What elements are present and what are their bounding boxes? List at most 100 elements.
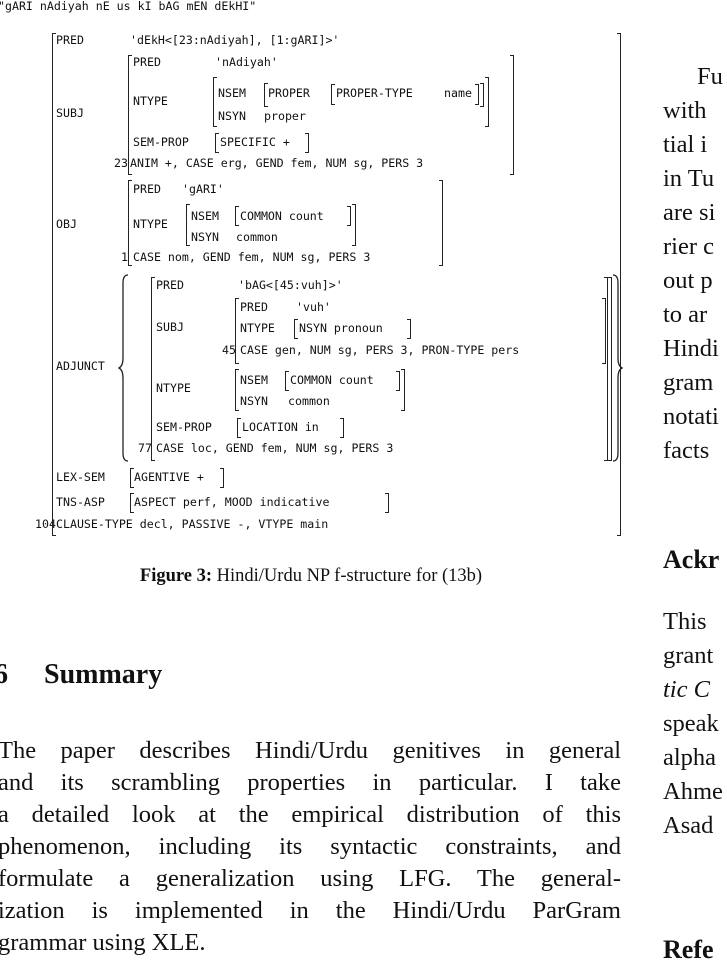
subj-attr-pred: PRED bbox=[133, 55, 161, 69]
adjunct-attr-nsyn: NSYN bbox=[240, 394, 268, 408]
aspect-bracket-right bbox=[385, 493, 389, 513]
adjunct-subj-attr-ntype: NTYPE bbox=[240, 321, 275, 335]
adjunct-subj-nsyn-bracket-left bbox=[294, 319, 298, 339]
subj-bracket-right bbox=[510, 55, 514, 175]
obj-value-nsyn: common bbox=[236, 230, 278, 244]
adjunct-value-common: COMMON count bbox=[290, 373, 374, 387]
obj-attr-ntype: NTYPE bbox=[133, 217, 168, 231]
paragraph-line: phenomenon, including its syntactic cons… bbox=[0, 833, 621, 860]
subj-value-pred: 'nAdiyah' bbox=[215, 55, 278, 69]
adjunct-value-nsyn: common bbox=[288, 394, 330, 408]
proper-type-bracket-left bbox=[331, 84, 335, 105]
outer-bracket-left bbox=[52, 33, 56, 536]
obj-bracket-left bbox=[128, 180, 132, 266]
location-bracket-right bbox=[340, 418, 344, 438]
obj-value-common: COMMON count bbox=[240, 209, 324, 223]
acknowledgments-heading: Ackr bbox=[663, 545, 720, 574]
fs-attr-adjunct: ADJUNCT bbox=[56, 359, 105, 373]
obj-attr-pred: PRED bbox=[133, 182, 161, 196]
right-line: notati bbox=[663, 403, 719, 430]
adjunct-bracket-right-outer bbox=[608, 277, 612, 461]
obj-attr-nsyn: NSYN bbox=[191, 230, 219, 244]
adjunct-value-pred: 'bAG<[45:vuh]>' bbox=[238, 278, 343, 292]
obj-common-bracket-left bbox=[235, 206, 239, 226]
adjunct-subj-index: 45 bbox=[222, 343, 236, 357]
semprop-bracket-right bbox=[305, 133, 309, 153]
subj-value-nsyn: proper bbox=[264, 109, 306, 123]
adjunct-set-brace-right bbox=[612, 274, 623, 462]
subj-attr-nsyn: NSYN bbox=[218, 109, 246, 123]
subj-attr-semprop: SEM-PROP bbox=[133, 135, 189, 149]
right-line: with bbox=[663, 97, 707, 124]
semprop-bracket-left bbox=[215, 133, 219, 153]
right-line: gram bbox=[663, 369, 714, 396]
obj-value-pred: 'gARI' bbox=[182, 182, 224, 196]
subj-ntype-bracket-right bbox=[485, 77, 489, 127]
subj-index: 23 bbox=[114, 156, 128, 170]
fs-value-pred: 'dEkH<[23:nAdiyah], [1:gARI]>' bbox=[130, 33, 340, 47]
adjunct-subj-attr-pred: PRED bbox=[240, 300, 268, 314]
subj-features: ANIM +, CASE erg, GEND fem, NUM sg, PERS… bbox=[130, 156, 424, 170]
adjunct-attr-ntype: NTYPE bbox=[156, 381, 191, 395]
fs-value-agentive: AGENTIVE + bbox=[134, 470, 204, 484]
right-line: in Tu bbox=[663, 165, 715, 192]
adjunct-subj-bracket-left bbox=[235, 298, 239, 364]
adjunct-subj-features: CASE gen, NUM sg, PERS 3, PRON-TYPE pers bbox=[240, 343, 520, 357]
adjunct-subj-bracket-right bbox=[602, 298, 606, 364]
adjunct-common-bracket-right bbox=[396, 371, 400, 391]
adjunct-set-brace-left bbox=[118, 274, 129, 462]
adjunct-attr-semprop: SEM-PROP bbox=[156, 420, 212, 434]
adjunct-features: CASE loc, GEND fem, NUM sg, PERS 3 bbox=[156, 441, 394, 455]
fs-attr-subj: SUBJ bbox=[56, 106, 84, 120]
section-number: 6 bbox=[0, 659, 8, 690]
obj-index: 1 bbox=[121, 250, 128, 264]
proper-bracket-right bbox=[480, 83, 484, 107]
fs-value-aspect: ASPECT perf, MOOD indicative bbox=[134, 495, 330, 509]
adjunct-common-bracket-left bbox=[285, 371, 289, 391]
fs-value-clause-type: CLAUSE-TYPE decl, PASSIVE -, VTYPE main bbox=[56, 517, 329, 531]
obj-attr-nsem: NSEM bbox=[191, 209, 219, 223]
fs-attr-obj: OBJ bbox=[56, 217, 77, 231]
subj-attr-ntype: NTYPE bbox=[133, 94, 168, 108]
obj-bracket-right bbox=[439, 180, 443, 266]
adjunct-bracket-right bbox=[604, 277, 608, 461]
right-line: to ar bbox=[663, 301, 708, 328]
paragraph-line: ization is implemented in the Hindi/Urdu… bbox=[0, 897, 621, 924]
right-line: alpha bbox=[663, 744, 717, 771]
section-title: Summary bbox=[44, 659, 163, 690]
right-line: rier c bbox=[663, 233, 714, 260]
subj-ntype-bracket-left bbox=[213, 77, 217, 127]
subj-value-specific: SPECIFIC + bbox=[220, 135, 290, 149]
fs-index: 104 bbox=[35, 517, 56, 531]
obj-features: CASE nom, GEND fem, NUM sg, PERS 3 bbox=[133, 250, 371, 264]
adjunct-index: 77 bbox=[138, 441, 152, 455]
subj-bracket-left bbox=[128, 55, 132, 175]
right-line: grant bbox=[663, 642, 714, 669]
adjunct-subj-nsyn-bracket-right bbox=[407, 319, 411, 339]
fs-attr-tnsasp: TNS-ASP bbox=[56, 495, 105, 509]
proper-bracket-left bbox=[264, 83, 268, 107]
outer-bracket-right bbox=[617, 33, 621, 536]
right-line: speak bbox=[663, 710, 719, 737]
agentive-bracket-right bbox=[220, 468, 224, 488]
adjunct-attr-nsem: NSEM bbox=[240, 373, 268, 387]
paragraph-line: and its scrambling properties in particu… bbox=[0, 769, 621, 796]
adjunct-bracket-left bbox=[151, 277, 155, 461]
references-heading: Refe bbox=[663, 935, 714, 964]
adjunct-subj-value-nsyn: NSYN pronoun bbox=[299, 321, 383, 335]
subj-attr-proper: PROPER bbox=[268, 86, 310, 100]
right-line: Ahme bbox=[663, 778, 723, 805]
right-line: Hindi bbox=[663, 335, 719, 362]
obj-ntype-bracket-left bbox=[186, 204, 190, 246]
subj-attr-nsem: NSEM bbox=[218, 86, 246, 100]
right-line: are si bbox=[663, 199, 716, 226]
paragraph-line: The paper describes Hindi/Urdu genitives… bbox=[0, 737, 621, 764]
proper-type-bracket-right bbox=[475, 84, 479, 105]
paragraph-line: a detailed look at the empirical distrib… bbox=[0, 801, 621, 828]
right-line: Asad bbox=[663, 812, 714, 839]
right-line: This bbox=[663, 608, 707, 635]
adjunct-attr-subj: SUBJ bbox=[156, 320, 184, 334]
adjunct-value-location: LOCATION in bbox=[242, 420, 319, 434]
adjunct-subj-value-pred: 'vuh' bbox=[296, 300, 331, 314]
aspect-bracket-left bbox=[130, 493, 134, 513]
